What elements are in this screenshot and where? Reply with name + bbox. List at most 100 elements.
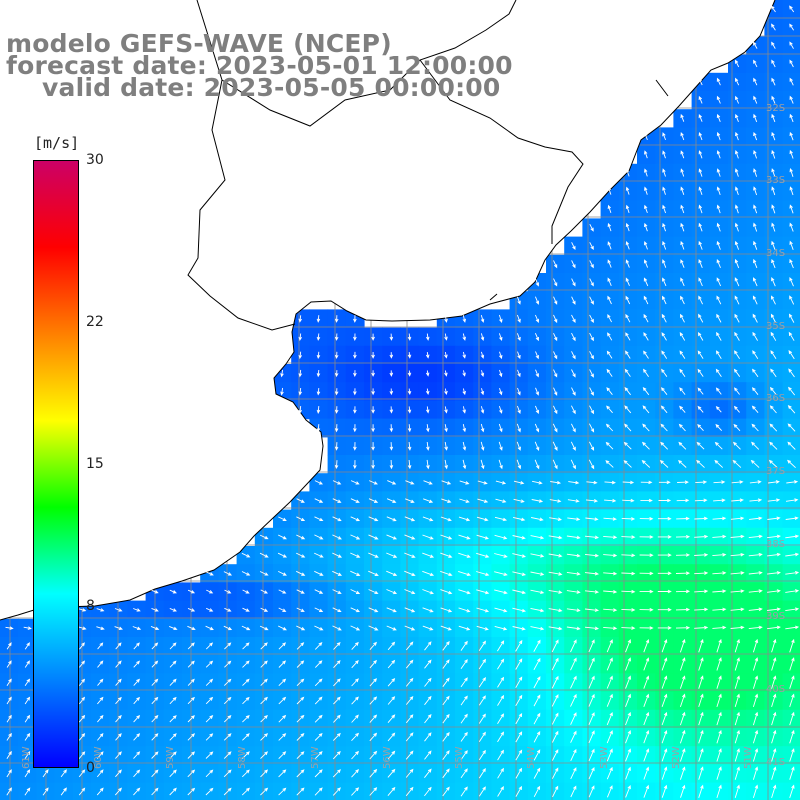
wind-arrow (769, 441, 778, 450)
wind-arrow (771, 59, 776, 68)
wind-arrow (260, 642, 268, 650)
wind-arrow (625, 204, 630, 214)
wind-arrow (368, 570, 379, 576)
wind-arrow (621, 608, 636, 612)
wind-arrow (187, 769, 196, 778)
wind-arrow (333, 696, 341, 705)
wind-arrow (771, 113, 776, 123)
wind-arrow (625, 332, 631, 341)
wind-arrow (661, 730, 668, 744)
wind-arrow (350, 534, 361, 540)
wind-arrow (606, 368, 613, 377)
wind-arrow (731, 498, 744, 502)
wind-arrow (533, 657, 541, 671)
wind-arrow (551, 639, 559, 653)
wind-arrow (350, 589, 361, 594)
wind-arrow (639, 589, 654, 594)
wind-arrow (424, 732, 432, 742)
wind-arrow (607, 295, 612, 305)
wind-arrow (242, 589, 250, 594)
wind-arrow (498, 369, 503, 378)
wind-arrow (735, 77, 740, 86)
wind-arrow (405, 786, 414, 797)
wind-arrow (771, 186, 776, 196)
wind-arrow (661, 711, 668, 726)
wind-arrow (570, 459, 576, 470)
wind-arrow (296, 516, 306, 522)
wind-arrow (789, 59, 794, 68)
wind-arrow (662, 132, 667, 141)
wind-arrow (332, 480, 342, 485)
wind-arrow (643, 711, 650, 726)
wind-arrow (530, 626, 545, 631)
wind-arrow (387, 659, 396, 669)
wind-arrow (644, 132, 648, 141)
wind-arrow (735, 113, 739, 122)
wind-arrow (734, 313, 740, 323)
wind-arrow (698, 259, 703, 268)
wind-arrow (570, 693, 577, 707)
wind-arrow (714, 459, 724, 468)
wind-arrow (241, 552, 251, 558)
wind-arrow (548, 589, 563, 594)
wind-arrow (278, 589, 287, 594)
wind-arrow (350, 480, 360, 485)
wind-arrow (566, 571, 581, 576)
wind-arrow (770, 313, 776, 323)
wind-arrow (694, 516, 709, 521)
wind-arrow (512, 607, 527, 613)
wind-arrow (60, 787, 67, 796)
wind-arrow (334, 442, 339, 451)
wind-arrow (187, 589, 196, 594)
wind-arrow (494, 553, 508, 558)
wind-arrow (314, 570, 324, 576)
wind-arrow (115, 714, 122, 723)
wind-arrow (151, 607, 159, 612)
wind-arrow (332, 787, 341, 796)
speed-cell (782, 436, 800, 456)
wind-arrow (334, 333, 339, 341)
longitude-label: 56W (382, 746, 393, 769)
wind-arrow (588, 748, 595, 762)
wind-arrow (644, 168, 648, 177)
wind-arrow (460, 659, 468, 669)
wind-arrow (442, 677, 450, 687)
wind-arrow (712, 589, 727, 593)
wind-arrow (351, 750, 359, 760)
wind-arrow (657, 553, 672, 557)
wind-arrow (371, 388, 375, 396)
wind-arrow (716, 675, 722, 689)
wind-arrow (771, 258, 776, 269)
wind-arrow (753, 240, 758, 250)
wind-arrow (353, 315, 357, 323)
wind-arrow (603, 571, 618, 576)
wind-arrow (675, 571, 691, 575)
wind-arrow (734, 350, 740, 359)
wind-arrow (605, 441, 614, 450)
wind-arrow (585, 517, 599, 521)
wind-arrow (480, 441, 485, 451)
wind-arrow (476, 552, 490, 558)
wind-arrow (497, 713, 505, 724)
wind-arrow (494, 534, 508, 540)
wind-arrow (426, 441, 430, 451)
wind-arrow (606, 350, 613, 359)
wind-arrow (115, 660, 122, 668)
wind-arrow (625, 748, 631, 762)
wind-arrow (423, 480, 433, 485)
wind-arrow (351, 769, 359, 778)
wind-arrow (477, 480, 488, 485)
wind-arrow (789, 23, 794, 31)
wind-arrow (694, 534, 709, 539)
wind-arrow (407, 352, 412, 359)
wind-arrow (314, 607, 324, 612)
wind-arrow (642, 423, 650, 432)
wind-arrow (679, 405, 686, 413)
wind-arrow (770, 368, 777, 378)
wind-arrow (460, 768, 468, 779)
wind-arrow (734, 711, 740, 726)
wind-arrow (260, 589, 269, 594)
wind-arrow (369, 641, 377, 650)
wind-arrow (771, 693, 777, 708)
wind-arrow (589, 278, 594, 287)
